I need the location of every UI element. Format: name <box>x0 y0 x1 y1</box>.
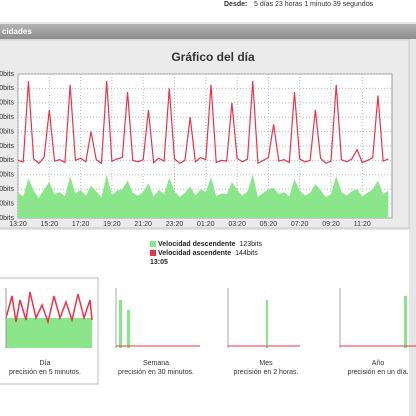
chart-title: Gráfico del día <box>171 50 255 64</box>
thumb-captions: Día precisión en 5 minutos. Semana precisió… <box>9 360 409 376</box>
legend-current: 123bits <box>239 241 262 248</box>
y-tick-label: 20bits <box>0 200 14 207</box>
thumb-title: Año <box>372 360 385 367</box>
legend-swatch <box>150 241 156 247</box>
thumb-title: Semana <box>143 360 169 367</box>
since-value: 5 días 23 horas 1 minuto 39 segundos <box>254 1 374 8</box>
thumb-area <box>6 318 92 348</box>
thumb-caption: precisión en 2 horas. <box>234 369 299 376</box>
y-tick-label: 140bits <box>0 114 14 121</box>
thumb-line <box>5 291 93 325</box>
section-bar <box>0 24 416 39</box>
thumb-area <box>266 300 268 348</box>
thumb-area <box>119 300 122 348</box>
y-tick-label: 0bits <box>0 215 14 222</box>
y-tick-label: 160bits <box>0 100 14 107</box>
legend-swatch <box>150 250 156 256</box>
x-tick-label: 13:20 <box>9 221 27 228</box>
x-tick-label: 23:20 <box>166 221 184 228</box>
thumb-caption: precisión en 5 minutos. <box>9 369 81 376</box>
thumb-day <box>5 288 93 348</box>
x-tick-label: 19:20 <box>103 221 121 228</box>
legend-time: 13:05 <box>150 259 168 266</box>
x-tick-label: 05:20 <box>260 221 278 228</box>
y-tick-label: 100bits <box>0 143 14 150</box>
thumb-caption: precisión en un día. <box>347 369 408 376</box>
x-tick-label: 21:20 <box>134 221 152 228</box>
y-tick-label: 180bits <box>0 85 14 92</box>
top-strip <box>0 0 416 22</box>
line-1 <box>17 81 389 165</box>
legend-name: Velocidad ascendente <box>158 250 231 257</box>
plot <box>17 73 392 219</box>
area-0 <box>18 174 389 218</box>
x-tick-label: 09:20 <box>322 221 340 228</box>
y-tick-label: 200bits <box>0 71 14 78</box>
thumb-year <box>339 288 416 348</box>
x-tick-label: 15:20 <box>41 221 59 228</box>
legend: Velocidad descendente 123bits Velocidad as… <box>150 241 262 257</box>
x-tick-label: 03:20 <box>228 221 246 228</box>
legend-name: Velocidad descendente <box>158 241 236 248</box>
x-tick-label: 07:20 <box>291 221 309 228</box>
y-tick-label: 60bits <box>0 172 14 179</box>
thumb-area <box>127 310 130 348</box>
thumb-area <box>404 296 407 348</box>
y-tick-label: 80bits <box>0 157 14 164</box>
since-label: Desde: <box>224 1 247 8</box>
x-tick-label: 17:20 <box>72 221 90 228</box>
x-tick-label: 11:20 <box>354 221 371 228</box>
y-tick-label: 40bits <box>0 186 14 193</box>
thumb-caption: precisión en 30 minutos. <box>118 369 194 376</box>
thumb-month <box>227 288 300 348</box>
thumb-title: Día <box>40 360 51 367</box>
legend-current: 144bits <box>235 250 258 257</box>
thumb-title: Mes <box>259 360 273 367</box>
y-tick-label: 120bits <box>0 128 14 135</box>
section-title: cidades <box>2 27 32 36</box>
thumb-week <box>115 288 200 348</box>
x-tick-label: 01:20 <box>197 221 215 228</box>
